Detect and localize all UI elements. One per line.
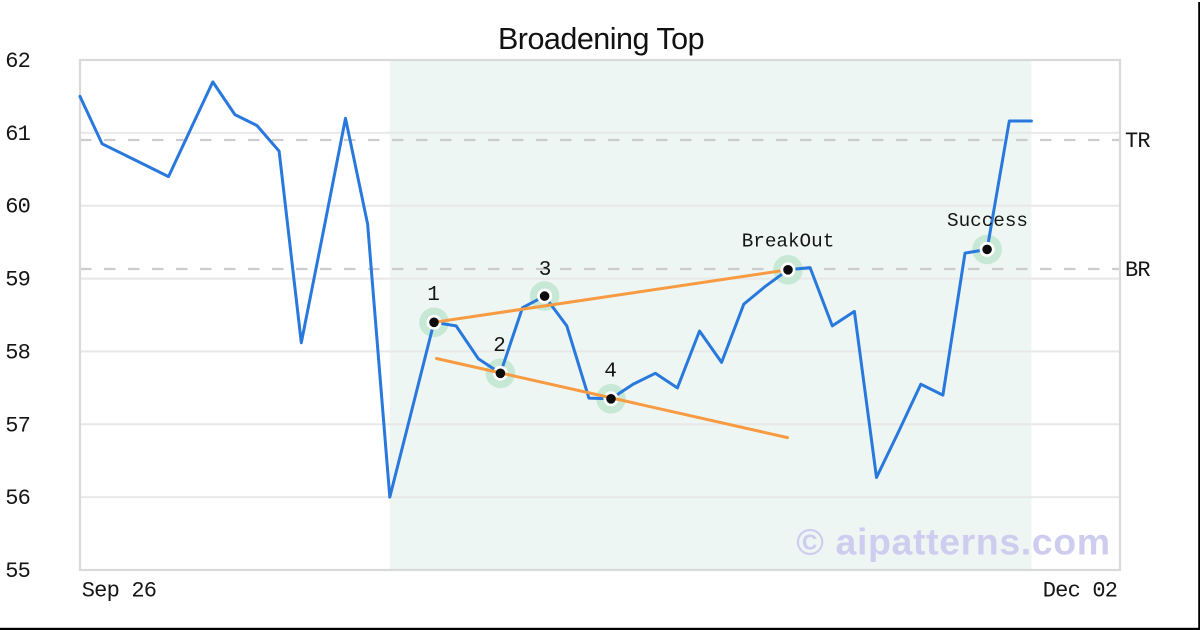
svg-text:2: 2	[493, 335, 506, 358]
svg-text:55: 55	[5, 559, 30, 584]
svg-text:61: 61	[5, 122, 30, 147]
svg-text:60: 60	[5, 195, 30, 220]
svg-text:Broadening Top: Broadening Top	[498, 22, 704, 56]
svg-text:TR: TR	[1125, 129, 1150, 154]
svg-text:BR: BR	[1125, 258, 1150, 283]
svg-text:3: 3	[539, 259, 552, 282]
svg-text:62: 62	[5, 49, 30, 74]
svg-text:© aipatterns.com: © aipatterns.com	[796, 521, 1110, 563]
svg-text:Dec 02: Dec 02	[1043, 579, 1117, 604]
svg-text:Sep 26: Sep 26	[82, 579, 156, 604]
svg-text:1: 1	[427, 284, 440, 307]
svg-text:57: 57	[5, 413, 30, 438]
svg-text:4: 4	[604, 361, 617, 384]
svg-text:BreakOut: BreakOut	[742, 231, 835, 253]
svg-text:56: 56	[5, 486, 30, 511]
svg-text:58: 58	[5, 340, 30, 365]
svg-text:Success: Success	[947, 210, 1028, 232]
svg-text:59: 59	[5, 268, 30, 293]
